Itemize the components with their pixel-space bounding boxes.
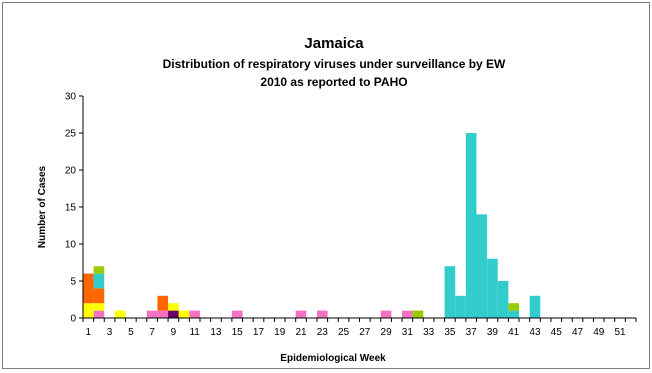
chart-frame: Jamaica Distribution of respiratory viru… [2, 2, 650, 369]
chart-svg: Jamaica Distribution of respiratory viru… [37, 35, 637, 364]
bar-segment-s5-week-32 [412, 310, 424, 318]
x-tick-label-11: 11 [189, 327, 200, 338]
x-tick-label-31: 31 [402, 327, 414, 338]
bar-segment-s0-week-21 [295, 310, 307, 318]
x-axis-label: Epidemiological Week [280, 353, 386, 364]
y-tick-label-10: 10 [65, 240, 77, 251]
x-tick-label-5: 5 [128, 327, 134, 338]
x-tick-label-47: 47 [572, 327, 584, 338]
bar-segment-s2-week-2 [93, 303, 105, 311]
bar-segment-s2-week-10 [178, 310, 190, 318]
x-tick-label-7: 7 [149, 327, 155, 338]
bar-segment-s4-week-41 [508, 310, 520, 318]
bar-segment-s5-week-2 [93, 266, 105, 274]
x-tick-label-39: 39 [487, 327, 499, 338]
bar-segment-s5-week-41 [508, 303, 520, 311]
bar-segment-s3-week-8 [157, 295, 169, 311]
bar-segment-s0-week-15 [231, 310, 243, 318]
bar-segment-s0-week-31 [402, 310, 413, 318]
bar-segment-s4-week-40 [497, 281, 509, 318]
x-tick-label-13: 13 [210, 327, 222, 338]
bar-segment-s2-week-9 [168, 303, 179, 311]
x-tick-label-29: 29 [381, 327, 393, 338]
chart-title: Jamaica [304, 35, 364, 52]
bar-segment-s3-week-2 [93, 288, 105, 304]
y-tick-label-15: 15 [65, 203, 77, 214]
x-tick-label-27: 27 [359, 327, 371, 338]
y-tick-label-30: 30 [65, 92, 77, 103]
bar-segment-s0-week-2 [93, 310, 105, 318]
x-tick-label-9: 9 [171, 327, 177, 338]
bar-segment-s0-week-23 [316, 310, 328, 318]
x-tick-label-23: 23 [317, 327, 329, 338]
x-tick-label-3: 3 [107, 327, 113, 338]
bar-segment-s2-week-4 [114, 310, 126, 318]
bar-segment-s4-week-38 [476, 214, 488, 318]
bar-segment-s0-week-11 [189, 310, 200, 318]
x-tick-label-43: 43 [529, 327, 541, 338]
x-tick-label-17: 17 [253, 327, 265, 338]
bar-segment-s4-week-35 [444, 266, 456, 318]
x-tick-label-51: 51 [614, 327, 626, 338]
bar-segment-s0-week-8 [157, 310, 169, 318]
chart-subtitle-line-2: 2010 as reported to PAHO [260, 75, 407, 89]
bar-segment-s0-week-7 [146, 310, 158, 318]
bar-segment-s0-week-29 [380, 310, 392, 318]
x-tick-label-21: 21 [295, 327, 307, 338]
y-tick-label-20: 20 [65, 166, 77, 177]
x-tick-label-37: 37 [466, 327, 478, 338]
x-tick-label-41: 41 [508, 327, 520, 338]
x-tick-label-1: 1 [86, 327, 92, 338]
x-tick-label-35: 35 [444, 327, 456, 338]
bar-segment-s4-week-43 [529, 295, 541, 318]
bar-segment-s3-week-1 [83, 273, 94, 304]
bar-segment-s1-week-9 [168, 310, 179, 318]
bar-segment-s4-week-2 [93, 273, 105, 289]
bar-segment-s4-week-39 [487, 258, 498, 318]
x-tick-label-45: 45 [551, 327, 563, 338]
x-tick-label-33: 33 [423, 327, 435, 338]
x-tick-label-49: 49 [593, 327, 605, 338]
y-tick-label-0: 0 [70, 314, 76, 325]
y-tick-label-25: 25 [65, 129, 77, 140]
y-axis-label: Number of Cases [37, 165, 48, 248]
x-tick-label-19: 19 [274, 327, 286, 338]
x-tick-label-25: 25 [338, 327, 350, 338]
bar-segment-s2-week-1 [83, 303, 94, 318]
bar-segment-s4-week-36 [455, 295, 466, 318]
y-tick-label-5: 5 [70, 277, 76, 288]
x-tick-label-15: 15 [232, 327, 244, 338]
bar-segment-s4-week-37 [465, 133, 477, 318]
chart-subtitle-line-1: Distribution of respiratory viruses unde… [163, 57, 506, 71]
